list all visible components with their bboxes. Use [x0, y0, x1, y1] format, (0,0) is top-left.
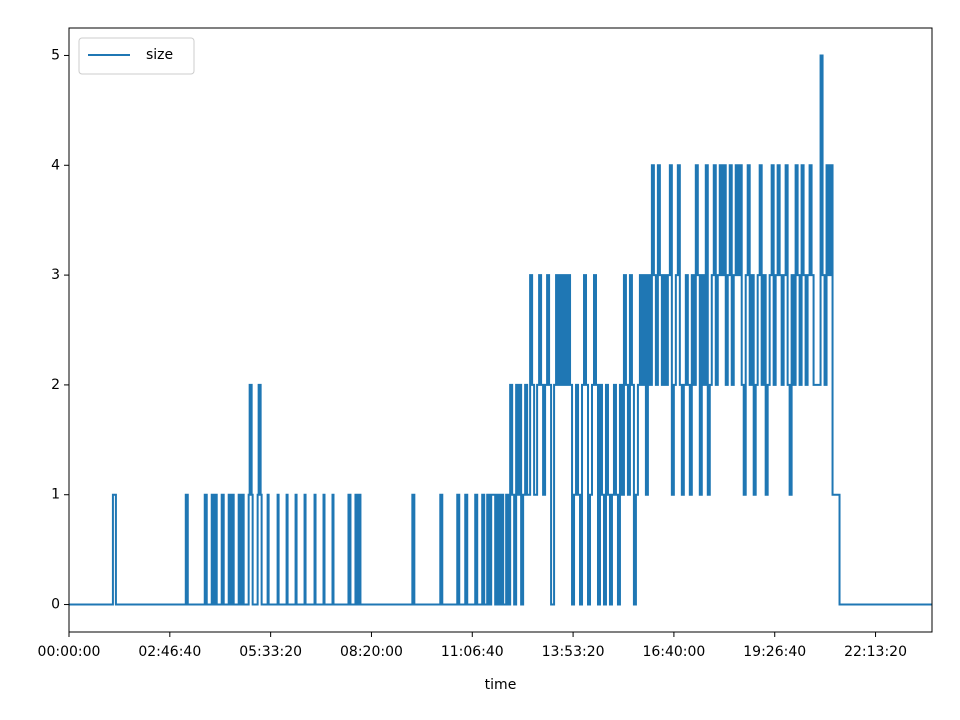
x-tick-label: 19:26:40 [743, 644, 806, 660]
x-tick-label: 16:40:00 [642, 644, 705, 660]
y-tick-label: 4 [51, 157, 60, 173]
step-line [69, 54, 932, 606]
plot-frame [68, 27, 933, 633]
x-tick-label: 05:33:20 [239, 644, 302, 660]
legend-box [78, 37, 195, 75]
y-tick-label: 0 [51, 597, 60, 613]
legend-label: size [146, 47, 173, 63]
x-tick-label: 13:53:20 [542, 644, 605, 660]
y-tick-label: 3 [51, 267, 60, 283]
x-tick-label: 08:20:00 [340, 644, 403, 660]
y-tick-label: 5 [51, 47, 60, 63]
y-tick-label: 2 [51, 377, 60, 393]
y-tick-label: 1 [51, 487, 60, 503]
x-tick-label: 11:06:40 [441, 644, 504, 660]
x-tick-label: 22:13:20 [844, 644, 907, 660]
x-tick-label: 02:46:40 [138, 644, 201, 660]
x-tick-label: 00:00:00 [38, 644, 101, 660]
x-axis-label: time [485, 677, 517, 693]
